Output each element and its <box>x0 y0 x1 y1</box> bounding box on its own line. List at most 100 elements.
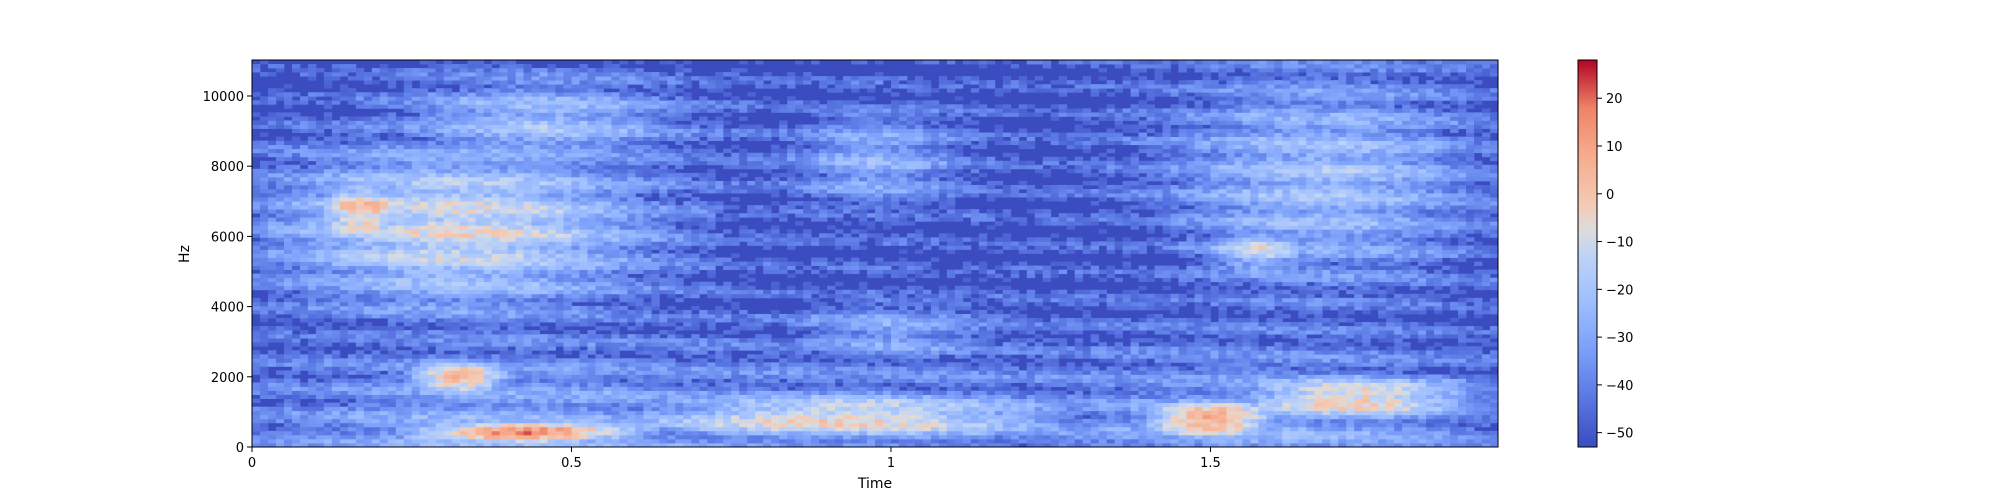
spectrogram-cell <box>547 213 556 218</box>
spectrogram-cell <box>363 201 373 206</box>
spectrogram-cell <box>291 390 301 395</box>
spectrogram-cell <box>395 410 405 416</box>
spectrogram-cell <box>563 301 572 307</box>
spectrogram-cell <box>299 249 309 254</box>
spectrogram-cell <box>539 100 548 105</box>
spectrogram-cell <box>643 438 652 444</box>
spectrogram-cell <box>507 277 516 283</box>
spectrogram-cell <box>435 205 445 210</box>
spectrogram-cell <box>363 378 373 383</box>
spectrogram-cell <box>483 213 493 218</box>
spectrogram-cell <box>252 140 261 146</box>
spectrogram-cell <box>252 382 261 387</box>
spectrogram-cell <box>387 338 397 343</box>
spectrogram-cell <box>595 418 604 424</box>
spectrogram-cell <box>483 116 493 121</box>
spectrogram-cell <box>683 172 692 178</box>
spectrogram-cell <box>587 390 596 395</box>
spectrogram-cell <box>291 205 301 210</box>
spectrogram-cell <box>299 120 309 125</box>
spectrogram-cell <box>643 221 652 226</box>
spectrogram-cell <box>707 285 716 291</box>
spectrogram-cell <box>651 112 660 117</box>
spectrogram-cell <box>307 281 317 287</box>
spectrogram-cell <box>403 301 413 307</box>
spectrogram-cell <box>667 438 676 444</box>
spectrogram-cell <box>419 366 429 371</box>
spectrogram-cell <box>475 172 485 178</box>
spectrogram-cell <box>579 378 588 383</box>
spectrogram-cell <box>267 289 277 295</box>
spectrogram-cell <box>659 313 668 319</box>
spectrogram-cell <box>435 229 445 234</box>
spectrogram-cell <box>611 293 620 299</box>
spectrogram-cell <box>555 422 564 428</box>
spectrogram-cell <box>635 318 644 323</box>
spectrogram-cell <box>683 136 692 142</box>
spectrogram-cell <box>427 245 437 250</box>
spectrogram-cell <box>443 426 453 432</box>
spectrogram-cell <box>419 76 429 81</box>
spectrogram-cell <box>563 322 572 327</box>
spectrogram-cell <box>459 434 469 440</box>
spectrogram-cell <box>611 64 620 69</box>
spectrogram-cell <box>635 184 644 190</box>
spectrogram-cell <box>395 309 405 315</box>
spectrogram-cell <box>699 338 708 343</box>
spectrogram-cell <box>555 370 564 375</box>
spectrogram-cell <box>579 265 588 271</box>
spectrogram-cell <box>323 213 333 218</box>
spectrogram-cell <box>339 120 349 125</box>
spectrogram-cell <box>427 80 437 85</box>
spectrogram-cell <box>387 144 397 150</box>
spectrogram-cell <box>275 164 285 170</box>
spectrogram-cell <box>619 112 628 117</box>
spectrogram-cell <box>619 313 628 319</box>
spectrogram-cell <box>275 426 285 432</box>
spectrogram-cell <box>603 116 612 121</box>
spectrogram-cell <box>507 297 516 303</box>
spectrogram-cell <box>643 164 652 170</box>
spectrogram-cell <box>467 285 477 291</box>
spectrogram-cell <box>499 261 508 266</box>
spectrogram-cell <box>323 136 333 142</box>
spectrogram-cell <box>619 225 628 230</box>
spectrogram-cell <box>259 233 269 238</box>
spectrogram-cell <box>299 237 309 242</box>
spectrogram-cell <box>451 193 461 198</box>
spectrogram-cell <box>355 249 365 254</box>
spectrogram-cell <box>379 422 389 428</box>
spectrogram-cell <box>547 269 556 275</box>
spectrogram-cell <box>539 152 548 158</box>
spectrogram-cell <box>563 68 572 73</box>
spectrogram-cell <box>483 197 493 202</box>
spectrogram-cell <box>339 309 349 315</box>
spectrogram-cell <box>627 241 636 246</box>
spectrogram-cell <box>691 390 700 395</box>
spectrogram-cell <box>283 201 293 206</box>
spectrogram-cell <box>339 426 349 432</box>
spectrogram-cell <box>563 366 572 371</box>
spectrogram-cell <box>331 410 341 416</box>
spectrogram-cell <box>267 265 277 271</box>
spectrogram-cell <box>555 257 564 262</box>
spectrogram-cell <box>627 370 636 375</box>
spectrogram-cell <box>587 277 596 283</box>
spectrogram-cell <box>252 386 261 391</box>
spectrogram-cell <box>691 265 700 271</box>
spectrogram-cell <box>515 120 524 125</box>
spectrogram-cell <box>371 144 381 150</box>
spectrogram-cell <box>635 305 644 311</box>
spectrogram-cell <box>611 394 620 400</box>
spectrogram-cell <box>475 426 485 432</box>
spectrogram-cell <box>643 144 652 150</box>
spectrogram-cell <box>595 164 604 170</box>
spectrogram-cell <box>499 378 508 383</box>
spectrogram-cell <box>587 148 596 154</box>
spectrogram-cell <box>299 257 309 262</box>
spectrogram-cell <box>571 221 580 226</box>
spectrogram-cell <box>275 281 285 287</box>
spectrogram-cell <box>555 84 564 89</box>
spectrogram-cell <box>411 398 421 404</box>
spectrogram-cell <box>603 394 612 400</box>
